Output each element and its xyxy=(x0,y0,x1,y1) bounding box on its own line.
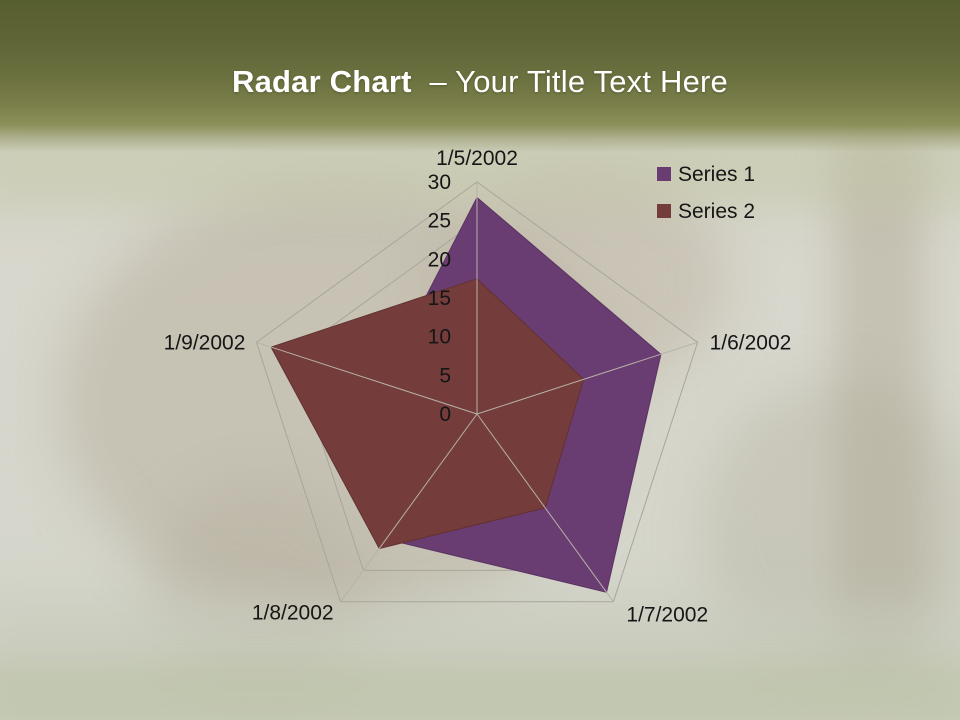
series-2-swatch xyxy=(657,204,671,218)
radar-axis-line xyxy=(340,413,478,602)
radar-gridline xyxy=(255,181,699,603)
chart-legend: Series 1 Series 2 xyxy=(657,162,755,236)
page-title: Radar Chart – Your Title Text Here xyxy=(0,64,960,100)
radar-axis-line xyxy=(476,413,614,602)
category-label: 1/6/2002 xyxy=(710,331,792,354)
category-label: 1/5/2002 xyxy=(436,147,518,170)
r-axis-tick-label: 5 xyxy=(439,364,451,387)
series-2-area xyxy=(270,278,585,550)
r-axis-tick-label: 0 xyxy=(439,403,451,426)
title-banner xyxy=(0,0,960,152)
category-label: 1/9/2002 xyxy=(164,331,246,354)
radar-axis-line xyxy=(476,341,698,415)
series-1-label: Series 1 xyxy=(678,162,756,186)
radar-axis-line xyxy=(256,341,478,415)
category-label: 1/7/2002 xyxy=(626,604,708,627)
r-axis-tick-label: 10 xyxy=(428,326,451,349)
series-1-swatch xyxy=(657,167,671,181)
r-axis-tick-label: 30 xyxy=(428,171,451,194)
r-axis-tick-label: 25 xyxy=(428,210,451,233)
r-axis-tick-label: 15 xyxy=(428,287,451,310)
category-label: 1/8/2002 xyxy=(252,602,334,625)
title-rest-part: – Your Title Text Here xyxy=(429,64,728,99)
r-axis-tick-label: 20 xyxy=(428,248,451,271)
series-2-label: Series 2 xyxy=(678,199,756,223)
title-bold-part: Radar Chart xyxy=(232,64,412,99)
legend-item-series-1: Series 1 xyxy=(657,162,755,186)
legend-item-series-2: Series 2 xyxy=(657,199,755,223)
